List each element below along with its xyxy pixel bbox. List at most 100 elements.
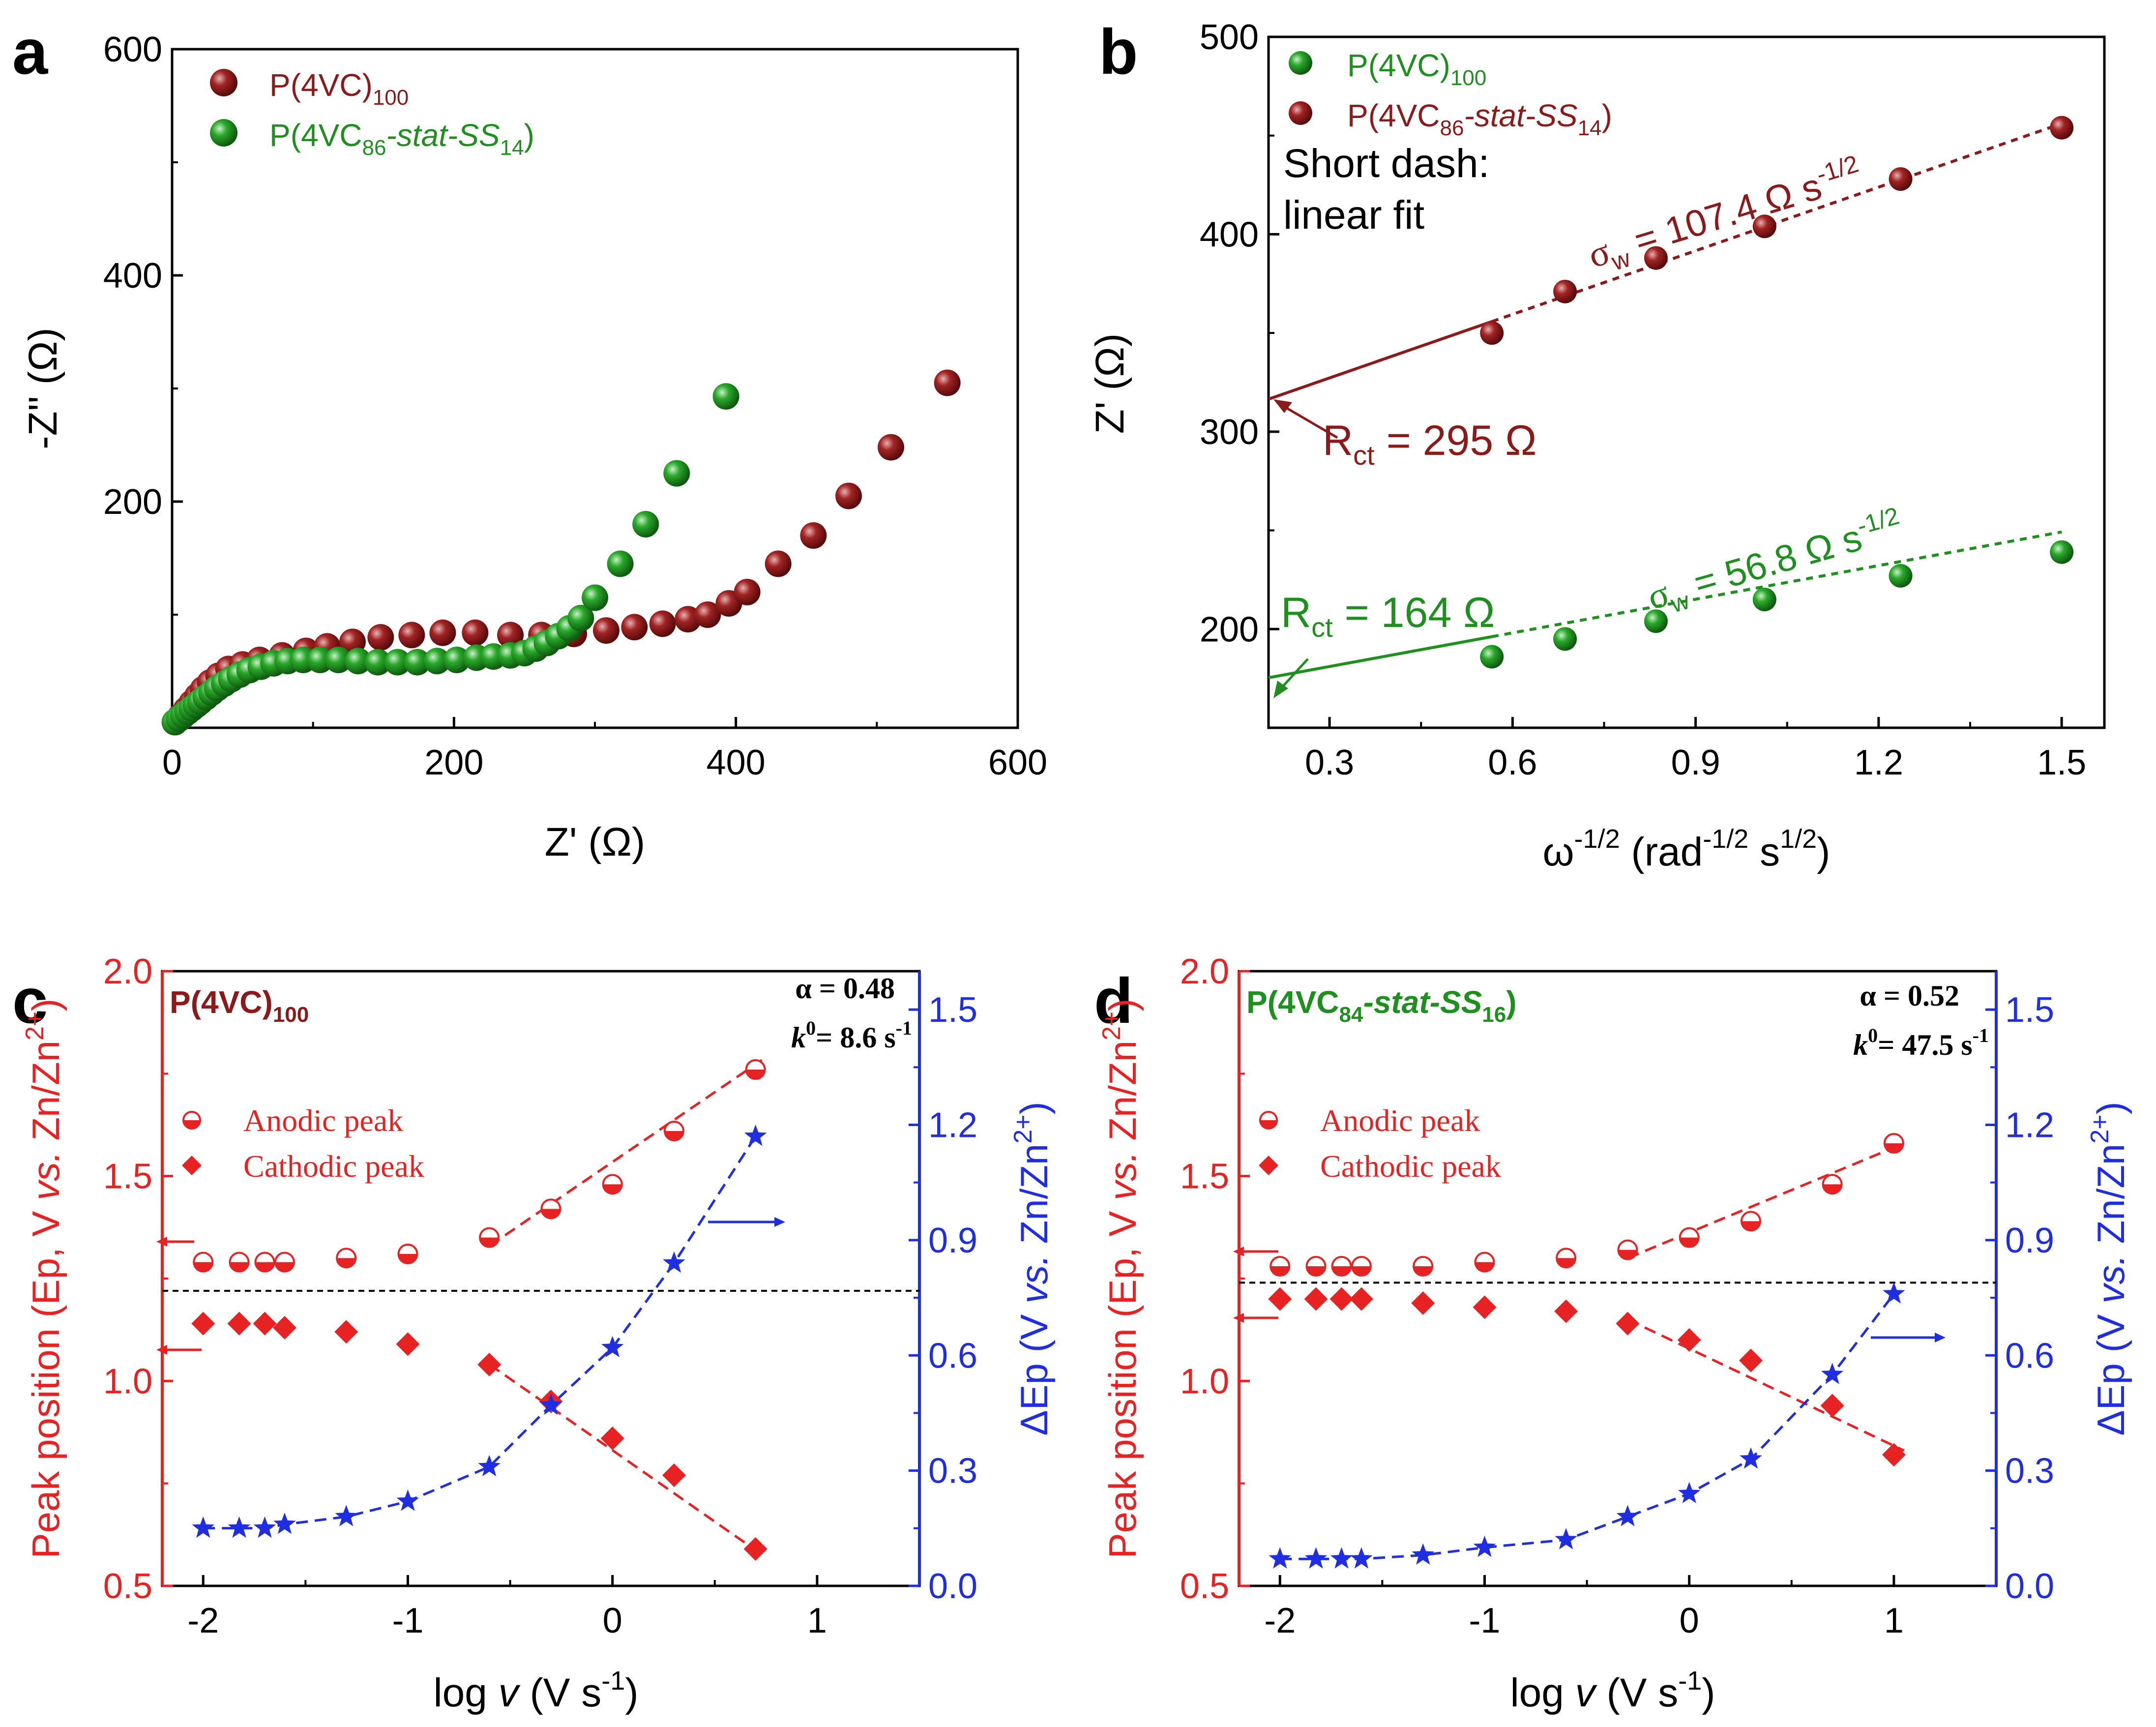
anodic-point-fill-c — [275, 1262, 294, 1272]
cathodic-point-d — [1739, 1348, 1763, 1372]
anodic-point-fill-d — [1884, 1143, 1903, 1153]
data-point-a-s1 — [345, 648, 372, 675]
y-tick-label-a: 200 — [103, 482, 162, 522]
arrowhead-right-d — [1935, 1333, 1946, 1342]
y-axis-label-a: -Z'' (Ω) — [21, 328, 65, 449]
data-point-a-s0 — [367, 624, 394, 651]
x-axis-label-c: log v (V s-1) — [433, 1666, 638, 1715]
cathodic-point-d — [1820, 1394, 1844, 1418]
panel-title-c: P(4VC)100 — [170, 984, 309, 1027]
fit-line-c-s0 — [489, 1056, 767, 1247]
panel-title-d: P(4VC84-stat-SS16) — [1246, 984, 1517, 1027]
y-right-tick-label-d: 0.0 — [2005, 1567, 2054, 1606]
data-point-b-s0 — [1889, 564, 1913, 588]
data-point-b-s1 — [1480, 321, 1504, 345]
data-point-a-s1 — [364, 649, 391, 676]
extrapolation-line-b-s0 — [1268, 635, 1492, 680]
anodic-point-fill-d — [1475, 1262, 1494, 1272]
data-point-a-s1 — [582, 584, 608, 611]
arrowhead-left-anodic-c — [156, 1237, 167, 1247]
legend-c: Anodic peak Cathodic peak — [182, 1103, 424, 1184]
data-point-a-s0 — [734, 579, 761, 605]
cathodic-point-d — [1616, 1311, 1640, 1336]
panel-letter-c: c — [12, 965, 48, 1037]
data-point-a-s1 — [567, 604, 594, 631]
extrapolation-line-b-s1 — [1268, 320, 1493, 401]
data-point-a-s1 — [443, 647, 471, 673]
y-right-tick-label-d: 1.2 — [2005, 1106, 2054, 1145]
deltaEp-point-d — [1555, 1528, 1577, 1549]
sigma-label-green: σw = 56.8 Ω s-1/2 — [1642, 502, 1909, 623]
y-axis-label-left-d: Peak position (Ep, V vs. Zn/Zn2+) — [1097, 999, 1144, 1559]
cathodic-point-c — [743, 1537, 768, 1561]
y-tick-label-b: 400 — [1200, 215, 1259, 254]
deltaEp-point-c — [396, 1489, 419, 1511]
data-point-a-s0 — [592, 617, 620, 644]
anodic-point-fill-d — [1332, 1266, 1351, 1276]
data-points-b — [1480, 116, 2074, 669]
cathodic-point-d — [1473, 1295, 1497, 1319]
data-point-a-s1 — [663, 460, 690, 487]
legend-marker-cathodic-c — [182, 1156, 202, 1175]
y-right-tick-label-d: 0.9 — [2005, 1221, 2054, 1260]
deltaEp-point-c — [744, 1124, 767, 1146]
anodic-point-fill-c — [541, 1209, 561, 1219]
x-tick-label-d: 1 — [1884, 1601, 1904, 1640]
data-points-d — [1268, 1133, 1906, 1569]
legend-label-b-1: P(4VC)100 — [1347, 48, 1486, 90]
panel-b: b 0.3 0.6 0.9 1.2 1.5 200 300 400 500 P(4VC)100 … — [1088, 16, 2106, 874]
x-tick-label-a: 200 — [424, 743, 483, 782]
rct-arrow-maroon — [1277, 402, 1338, 439]
data-point-a-s1 — [404, 649, 431, 676]
anodic-point-fill-d — [1823, 1184, 1842, 1194]
panel-d: d -2 -1 0 1 0.5 1.0 1.5 2.0 0.0 0.3 0.6 0.9 1.2 1.5 P… — [1094, 952, 2132, 1715]
y-axis-label-left-c: Peak position (Ep, V vs. Zn/Zn2+) — [21, 999, 67, 1559]
axis-ticks-a: 0 200 400 600 200 400 600 — [103, 30, 1047, 782]
x-tick-label-d: 0 — [1680, 1601, 1699, 1640]
y-left-tick-label-c: 2.0 — [103, 952, 152, 991]
data-point-b-s1 — [1752, 214, 1776, 238]
data-point-a-s0 — [429, 619, 456, 646]
panel-c: c -2 -1 0 1 0.5 1.0 1.5 2.0 0.0 0.3 0.6 0.9 1.2 1.5 P… — [12, 952, 1056, 1715]
deltaEp-point-d — [1740, 1447, 1762, 1469]
data-points-c — [191, 1059, 768, 1561]
x-tick-label-b: 0.9 — [1671, 743, 1720, 782]
data-point-a-s1 — [712, 383, 739, 410]
anodic-point-fill-d — [1306, 1266, 1326, 1276]
deltaEp-point-c — [601, 1336, 624, 1357]
deltaEp-point-d — [1883, 1282, 1905, 1304]
anodic-point-fill-c — [194, 1262, 213, 1272]
y-tick-label-b: 500 — [1200, 18, 1259, 57]
alpha-label-d: α = 0.52 — [1860, 980, 1959, 1012]
y-axis-label-b: Z' (Ω) — [1088, 333, 1132, 434]
anodic-point-fill-c — [337, 1258, 356, 1268]
legend-marker-anodic-d-half — [1260, 1120, 1277, 1129]
cathodic-point-c — [662, 1463, 686, 1487]
alpha-label-c: α = 0.48 — [795, 972, 895, 1005]
note-line-2: linear fit — [1283, 193, 1424, 238]
legend-marker-green — [210, 119, 237, 147]
cathodic-point-c — [477, 1353, 502, 1376]
note-line-1: Short dash: — [1283, 141, 1489, 186]
axis-arrows-c — [156, 1217, 785, 1355]
y-axis-label-right-c: ΔEp (V vs. Zn/Zn2+) — [1009, 1102, 1056, 1435]
deltaEp-point-d — [1350, 1547, 1373, 1569]
data-point-a-s0 — [765, 550, 792, 577]
legend-marker-cathodic-d — [1259, 1156, 1278, 1175]
data-point-a-s1 — [423, 648, 450, 675]
anodic-point-fill-c — [603, 1184, 622, 1194]
fit-lines-d — [1239, 1142, 1996, 1560]
data-point-b-s1 — [1644, 246, 1668, 270]
y-right-tick-label-d: 0.3 — [2005, 1452, 2054, 1491]
data-point-a-s0 — [462, 619, 489, 646]
y-right-tick-label-c: 0.3 — [928, 1452, 977, 1491]
arrowhead-right-c — [774, 1217, 785, 1227]
anodic-point-fill-d — [1557, 1258, 1576, 1268]
axis-ticks-d: -2 -1 0 1 0.5 1.0 1.5 2.0 0.0 0.3 0.6 0.9 1.2 1.5 — [1180, 952, 2054, 1640]
arrowhead-left-anodic-d — [1233, 1247, 1244, 1256]
deltaEp-point-d — [1616, 1505, 1639, 1526]
fit-line-b-s1 — [1491, 122, 2063, 323]
x-axis-label-a: Z' (Ω) — [545, 820, 645, 864]
legend-marker-maroon — [210, 69, 237, 96]
deltaEp-point-c — [539, 1393, 562, 1415]
